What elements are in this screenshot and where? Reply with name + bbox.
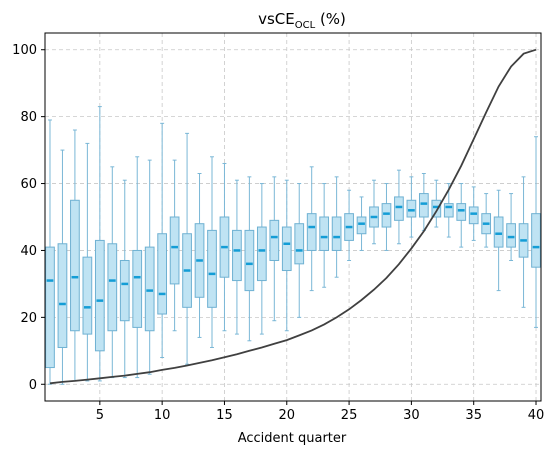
box-29 bbox=[394, 169, 404, 245]
x-tick-label: 30 bbox=[403, 408, 420, 423]
box-8 bbox=[132, 156, 143, 379]
box-body bbox=[207, 229, 217, 308]
x-tick-label: 20 bbox=[278, 408, 295, 423]
x-tick-label: 15 bbox=[216, 408, 233, 423]
y-tick-label: 40 bbox=[20, 244, 37, 259]
box-body bbox=[144, 246, 155, 332]
box-21 bbox=[294, 183, 305, 318]
box-23 bbox=[319, 183, 330, 288]
x-tick-label: 40 bbox=[528, 408, 545, 423]
x-axis-label: Accident quarter bbox=[238, 431, 347, 446]
box-26 bbox=[356, 196, 367, 251]
box-body bbox=[269, 219, 280, 261]
box-body bbox=[531, 213, 541, 268]
series-line bbox=[49, 48, 537, 385]
box-body bbox=[468, 206, 479, 225]
boxes bbox=[45, 106, 541, 385]
box-6 bbox=[107, 166, 118, 379]
box-12 bbox=[182, 132, 192, 365]
box-body bbox=[443, 203, 454, 218]
box-body bbox=[57, 243, 68, 348]
chart-title-main: vsCE bbox=[258, 10, 295, 28]
box-body bbox=[331, 216, 342, 251]
plot-frame bbox=[44, 32, 542, 402]
box-30 bbox=[406, 176, 417, 238]
box-body bbox=[319, 216, 330, 251]
box-16 bbox=[232, 179, 242, 335]
y-tick-label: 20 bbox=[20, 311, 37, 326]
box-18 bbox=[256, 183, 267, 335]
box-body bbox=[45, 246, 55, 369]
box-31 bbox=[418, 173, 429, 231]
box-body bbox=[244, 229, 255, 292]
y-tick-label: 60 bbox=[20, 177, 37, 192]
box-32 bbox=[431, 179, 442, 228]
box-body bbox=[281, 226, 292, 272]
box-body bbox=[431, 199, 442, 218]
box-4 bbox=[82, 142, 93, 382]
box-body bbox=[70, 199, 80, 332]
y-tick-label: 100 bbox=[12, 43, 37, 58]
box-body bbox=[157, 233, 168, 315]
box-body bbox=[294, 223, 305, 265]
chart-title: vsCEOCL (%) bbox=[258, 10, 346, 31]
box-body bbox=[493, 216, 504, 248]
y-tick-label: 0 bbox=[29, 378, 37, 393]
box-36 bbox=[481, 193, 492, 248]
x-tick-label: 35 bbox=[465, 408, 482, 423]
box-3 bbox=[70, 129, 80, 382]
box-10 bbox=[157, 122, 168, 359]
box-body bbox=[356, 216, 367, 235]
grid bbox=[45, 33, 541, 401]
box-9 bbox=[144, 159, 155, 375]
box-body bbox=[394, 196, 404, 221]
box-5 bbox=[94, 106, 105, 382]
box-27 bbox=[369, 179, 379, 245]
box-28 bbox=[381, 183, 392, 251]
x-tick-label: 25 bbox=[341, 408, 358, 423]
box-7 bbox=[119, 179, 130, 379]
box-body bbox=[456, 203, 467, 221]
axes: 5 10 15 20 25 30 35 40 0 20 40 60 80 100 bbox=[12, 32, 545, 423]
box-body bbox=[169, 216, 180, 285]
box-40 bbox=[531, 136, 541, 328]
box-body bbox=[94, 239, 105, 352]
box-34 bbox=[456, 183, 467, 248]
box-20 bbox=[281, 179, 292, 332]
box-1 bbox=[45, 119, 55, 385]
box-15 bbox=[219, 162, 230, 332]
box-body bbox=[119, 259, 130, 322]
box-22 bbox=[306, 166, 317, 292]
box-body bbox=[82, 256, 93, 335]
box-37 bbox=[493, 189, 504, 292]
box-body bbox=[418, 193, 429, 218]
box-body bbox=[381, 203, 392, 228]
box-2 bbox=[57, 149, 68, 385]
box-body bbox=[107, 243, 118, 332]
box-13 bbox=[194, 173, 205, 338]
box-17 bbox=[244, 176, 255, 342]
box-body bbox=[506, 223, 516, 248]
box-19 bbox=[269, 176, 280, 322]
box-25 bbox=[344, 189, 354, 261]
chart-title-suffix: (%) bbox=[315, 10, 346, 28]
box-body bbox=[256, 226, 267, 282]
x-tick-label: 5 bbox=[96, 408, 104, 423]
box-11 bbox=[169, 159, 180, 332]
box-39 bbox=[518, 176, 529, 308]
box-35 bbox=[468, 186, 479, 241]
box-body bbox=[306, 213, 317, 251]
box-14 bbox=[207, 156, 217, 348]
box-body bbox=[232, 229, 242, 282]
chart-title-subscript: OCL bbox=[295, 20, 316, 31]
x-tick-label: 10 bbox=[154, 408, 171, 423]
box-body bbox=[406, 199, 417, 218]
box-24 bbox=[331, 176, 342, 278]
box-38 bbox=[506, 193, 516, 261]
box-body bbox=[132, 249, 143, 328]
y-tick-label: 80 bbox=[20, 110, 37, 125]
box-33 bbox=[443, 183, 454, 238]
